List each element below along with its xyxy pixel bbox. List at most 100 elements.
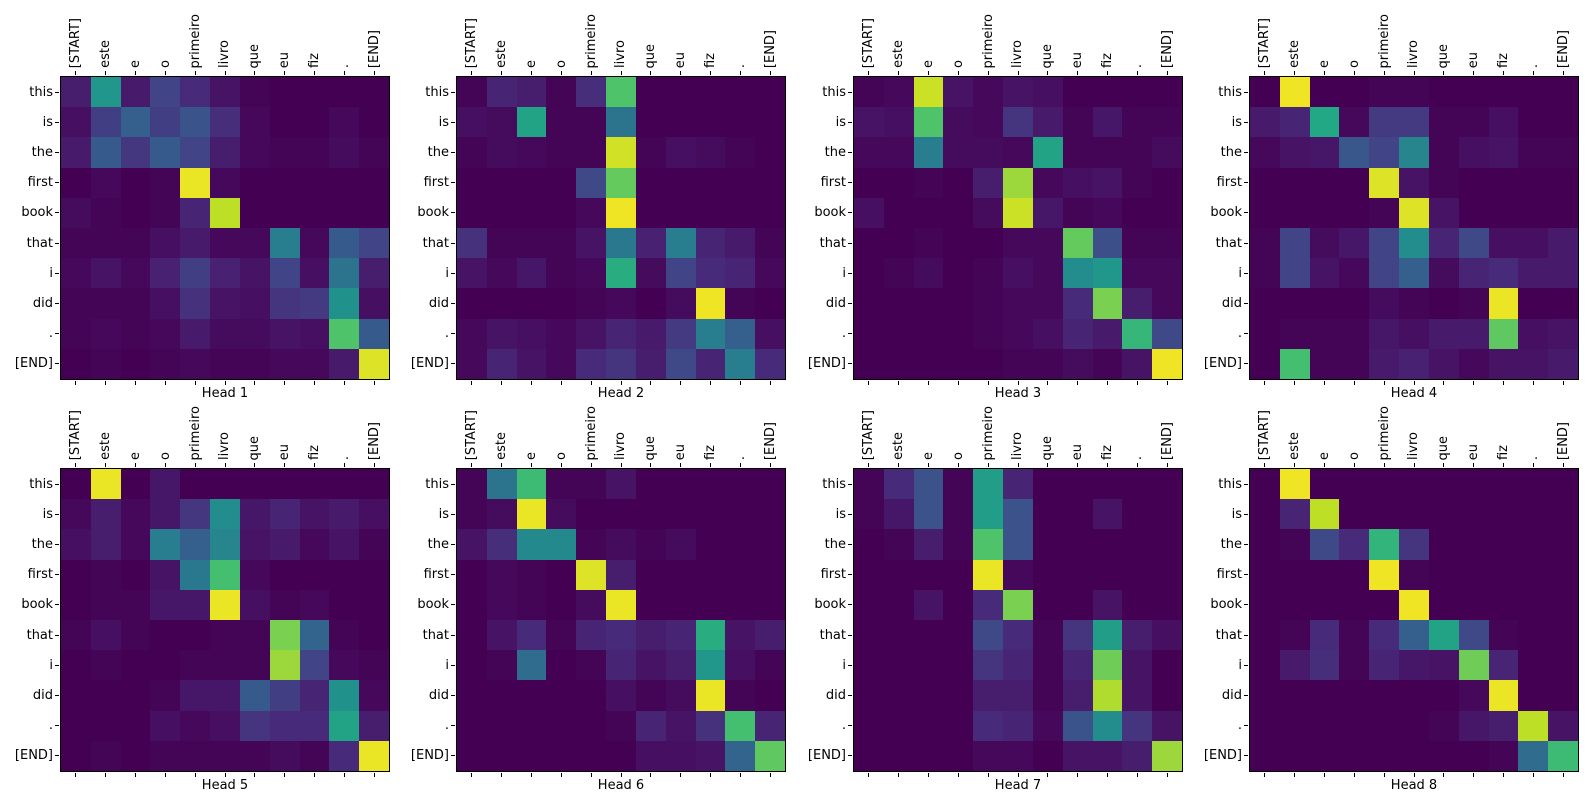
x-tick-label-slot: fiz <box>1093 2 1123 68</box>
axis-tick <box>1244 121 1248 123</box>
x-tick-label: [END] <box>762 29 778 68</box>
heatmap-cell <box>1548 740 1578 771</box>
x-tick-label-slot: fiz <box>1489 394 1519 460</box>
heatmap-cell <box>61 348 91 379</box>
x-tick-label-slot: primeiro <box>973 394 1003 461</box>
x-tick-label: o <box>950 452 966 460</box>
heatmap-cell <box>1062 258 1093 289</box>
x-tick-label-slot: fiz <box>300 394 330 460</box>
heatmap-cell <box>269 499 300 530</box>
axis-tick <box>1047 463 1049 467</box>
heatmap-cell <box>1152 589 1182 620</box>
heatmap-cell <box>546 107 577 138</box>
head-caption: Head 3 <box>994 386 1042 401</box>
y-tick-label: that <box>26 627 53 643</box>
heatmap-cell <box>61 740 91 771</box>
heatmap-cell <box>725 258 756 289</box>
heatmap-cell <box>725 348 756 379</box>
heatmap-cell <box>1032 650 1063 681</box>
heatmap-cell <box>150 589 181 620</box>
axis-tick <box>987 463 989 467</box>
x-tick-label: [START] <box>861 17 877 68</box>
axis-tick <box>1244 574 1248 576</box>
x-tick-label: livro <box>1010 432 1026 460</box>
heatmap-cell <box>486 288 517 319</box>
x-tick-label-slot: . <box>329 2 359 68</box>
heatmap-cell <box>854 650 884 681</box>
heatmap-cell <box>635 559 666 590</box>
heatmap-cell <box>1032 107 1063 138</box>
axis-tick <box>164 381 166 385</box>
x-tick-label-slot: eu <box>1063 2 1093 68</box>
heatmap-cell <box>329 167 360 198</box>
target-token-axis: this is the first book that i did. [END] <box>0 77 53 379</box>
heatmap-cell <box>635 348 666 379</box>
heatmap-cell <box>1152 318 1182 349</box>
axis-tick <box>194 773 196 777</box>
heatmap-cell <box>1122 167 1153 198</box>
x-tick-label-slot: este <box>1280 394 1310 460</box>
heatmap-cell <box>973 318 1004 349</box>
heatmap-cell <box>1428 107 1459 138</box>
x-tick-label: eu <box>1070 443 1086 460</box>
heatmap-cell <box>1309 589 1340 620</box>
heatmap-cell <box>606 167 636 198</box>
axis-tick <box>680 463 682 467</box>
y-tick-label: book <box>814 205 846 221</box>
heatmap-cell <box>1003 288 1033 319</box>
heatmap-cell <box>1152 258 1182 289</box>
heatmap-cell <box>1032 167 1063 198</box>
heatmap-cell <box>1399 258 1429 289</box>
x-tick-label-slot: que <box>1033 394 1063 461</box>
axis-tick <box>848 303 852 304</box>
axis-tick <box>224 71 226 75</box>
heatmap-cell <box>210 529 240 560</box>
heatmap-cell <box>61 318 91 349</box>
heatmap-cell <box>180 620 211 651</box>
axis-tick <box>451 755 455 757</box>
y-tick-label: did <box>32 688 53 704</box>
heatmap-cell <box>329 559 360 590</box>
heatmap-cell <box>913 77 944 108</box>
x-tick-label-slot: livro <box>210 2 240 68</box>
heatmap-cell <box>665 620 696 651</box>
heatmap-cell <box>1062 77 1093 108</box>
x-tick-label: e <box>128 452 144 460</box>
axis-tick <box>451 91 455 93</box>
head-caption: Head 5 <box>201 778 249 793</box>
x-tick-label-slot: o <box>546 2 576 68</box>
heatmap-cell <box>486 167 517 198</box>
heatmap-cell <box>973 288 1004 319</box>
heatmap-cell <box>695 167 726 198</box>
target-token-axis: this is the first book that i did. [END] <box>1182 77 1242 379</box>
heatmap-cell <box>299 167 330 198</box>
y-tick-label: did <box>1221 688 1242 704</box>
heatmap-cell <box>1458 620 1489 651</box>
source-token-axis: [START] este e o primeiro livro que eu fiz. [END] <box>61 394 389 461</box>
heatmap-cell <box>1458 288 1489 319</box>
heatmap-cell <box>359 107 389 138</box>
x-tick-label: [START] <box>464 409 480 460</box>
heatmap-cell <box>120 529 151 560</box>
heatmap-cell <box>546 620 577 651</box>
heatmap-cell <box>973 589 1004 620</box>
axis-tick <box>928 463 930 467</box>
heatmap-cell <box>120 589 151 620</box>
heatmap-cell <box>1152 167 1182 198</box>
axis-tick <box>105 71 107 75</box>
heatmap-cell <box>1309 680 1340 711</box>
heatmap-cell <box>606 650 636 681</box>
heatmap-cell <box>695 680 726 711</box>
heatmap-cell <box>120 167 151 198</box>
heatmap-cell <box>1488 469 1519 500</box>
axis-tick <box>1244 212 1248 214</box>
heatmap-cell <box>1488 529 1519 560</box>
heatmap-cell <box>1339 107 1370 138</box>
axis-tick <box>451 242 455 244</box>
heatmap-cell <box>606 589 636 620</box>
heatmap-cell <box>1518 107 1549 138</box>
heatmap-cell <box>239 650 270 681</box>
y-tick-label: i <box>49 657 53 673</box>
attention-head-subplot: [START] este e o primeiro livro que eu fiz. [END]… <box>1204 14 1579 401</box>
heatmap-cell <box>1092 318 1123 349</box>
